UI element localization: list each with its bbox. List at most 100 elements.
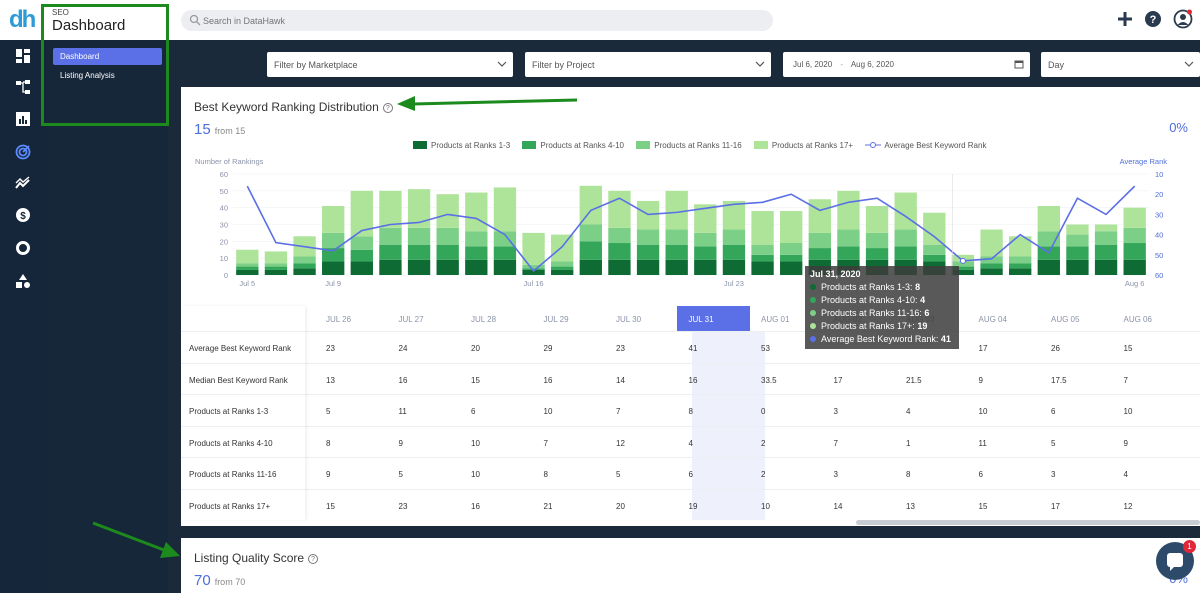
search-bar[interactable] xyxy=(181,10,773,31)
table-cell: 16 xyxy=(543,375,553,385)
dollar-icon[interactable]: $ xyxy=(15,207,31,223)
ranking-table: JUL 26 JUL 27 JUL 28 JUL 29 JUL 30 JUL 31 AUG … xyxy=(181,306,1200,520)
seo-icon[interactable] xyxy=(15,144,31,160)
legend-item[interactable]: Average Best Keyword Rank xyxy=(865,141,986,150)
tooltip-dot xyxy=(810,284,816,290)
bar-segment xyxy=(608,190,631,228)
bar-segment xyxy=(493,246,517,260)
bar-segment xyxy=(522,232,545,265)
svg-text:?: ? xyxy=(1150,14,1157,26)
table-row: Products at Ranks 1-3 5 11 6 10 7 8 0 3 4 10 6 10 xyxy=(181,394,1200,426)
bar-segment xyxy=(980,256,1003,264)
legend-item[interactable]: Products at Ranks 4-10 xyxy=(522,141,624,150)
listing-quality-value: 70 xyxy=(194,572,211,589)
project-filter[interactable]: Filter by Project xyxy=(525,52,771,77)
table-cell: 8 xyxy=(688,407,693,416)
table-cell: 10 xyxy=(543,407,553,416)
date-range-picker[interactable]: Jul 6, 2020 - Aug 6, 2020 xyxy=(783,52,1030,77)
table-column-header[interactable]: JUL 27 xyxy=(398,315,424,324)
search-input[interactable] xyxy=(203,13,603,28)
dashboard-icon[interactable] xyxy=(15,48,31,64)
annotation-arrow xyxy=(92,521,180,558)
table-cell: 20 xyxy=(616,501,625,511)
table-cell: 11 xyxy=(398,407,407,416)
product-count-from: from 15 xyxy=(214,126,246,136)
bar-segment xyxy=(436,194,459,228)
bar-segment xyxy=(407,259,431,275)
bar-segment xyxy=(407,189,431,228)
shapes-icon[interactable] xyxy=(15,273,31,289)
table-column-header[interactable]: AUG 06 xyxy=(1123,315,1152,324)
table-cell: 4 xyxy=(1123,470,1128,479)
legend-item[interactable]: Products at Ranks 17+ xyxy=(753,141,853,150)
help-icon[interactable]: ? xyxy=(1144,10,1162,28)
bar-segment xyxy=(808,199,831,233)
table-column-header[interactable]: JUL 31 xyxy=(676,306,750,331)
plus-icon[interactable] xyxy=(1116,10,1134,28)
bar-segment xyxy=(465,231,488,247)
table-cell: 41 xyxy=(688,344,698,353)
legend-swatch xyxy=(522,141,537,149)
bar-segment xyxy=(551,269,574,275)
submenu-item-dashboard[interactable]: Dashboard xyxy=(53,48,162,65)
marketplace-filter[interactable]: Filter by Marketplace xyxy=(267,52,513,77)
table-column-header[interactable]: JUL 26 xyxy=(326,315,352,324)
bar-segment xyxy=(980,229,1003,257)
bar-segment xyxy=(780,261,803,275)
table-cell: 8 xyxy=(906,470,911,479)
table-cell: 12 xyxy=(616,438,625,448)
tooltip-value: 6 xyxy=(924,308,930,318)
table-cell: 7 xyxy=(543,438,548,448)
table-cell: 19 xyxy=(688,501,698,511)
granularity-select[interactable]: Day xyxy=(1041,52,1200,77)
table-column-header[interactable]: AUG 05 xyxy=(1051,315,1080,324)
bar-segment xyxy=(1066,246,1089,260)
bar-segment xyxy=(923,212,946,245)
bar-segment xyxy=(608,259,631,275)
bar-segment xyxy=(951,266,975,270)
question-icon[interactable]: ? xyxy=(382,103,393,113)
bar-segment xyxy=(493,187,517,232)
user-icon[interactable] xyxy=(1173,9,1193,29)
bar-segment xyxy=(636,259,660,275)
row-label: Average Best Keyword Rank xyxy=(189,344,292,353)
chat-launcher[interactable]: 1 xyxy=(1156,540,1196,580)
bar-segment xyxy=(407,227,431,245)
table-row: Products at Ranks 4-10 8 9 10 7 12 4 2 7 1 11 5 9 xyxy=(181,425,1200,458)
bar-segment xyxy=(808,248,831,260)
bar-segment xyxy=(751,254,774,262)
table-cell: 3 xyxy=(833,407,838,416)
legend-item[interactable]: Products at Ranks 11-16 xyxy=(636,141,742,150)
hierarchy-icon[interactable] xyxy=(15,79,31,95)
table-column-header[interactable]: AUG 01 xyxy=(761,315,790,324)
table-column-header[interactable]: JUL 29 xyxy=(543,315,569,324)
ranking-chart[interactable]: Number of Rankings Average Rank 0 10 20 30 4… xyxy=(181,155,1200,295)
legend-item[interactable]: Products at Ranks 1-3 xyxy=(413,141,510,150)
table-cell: 14 xyxy=(833,501,843,511)
ring-icon[interactable] xyxy=(15,240,31,256)
tooltip-row: Products at Ranks 1-3: 8 xyxy=(810,281,954,294)
submenu-item-listing-analysis[interactable]: Listing Analysis xyxy=(60,71,115,80)
trend-icon[interactable] xyxy=(15,176,31,192)
table-cell: 11 xyxy=(978,438,987,448)
bar-segment xyxy=(322,205,345,233)
bar-segment xyxy=(837,229,860,247)
bar-segment xyxy=(923,254,946,262)
bar-segment xyxy=(1066,234,1089,247)
table-column-header[interactable]: AUG 04 xyxy=(978,315,1007,324)
table-column-header[interactable]: JUL 30 xyxy=(616,315,642,324)
x-tick-label: Aug 6 xyxy=(1125,279,1145,288)
table-cell: 2 xyxy=(761,470,766,479)
section-small-label: SEO xyxy=(52,8,69,17)
table-column-header[interactable]: JUL 28 xyxy=(471,315,497,324)
bar-segment xyxy=(636,229,660,245)
x-tick-label: Jul 16 xyxy=(524,279,544,288)
bar-chart-icon[interactable] xyxy=(15,111,31,127)
question-icon[interactable]: ? xyxy=(308,554,319,564)
datahawk-logo[interactable]: dh xyxy=(9,6,36,33)
bar-segment xyxy=(808,232,831,249)
bar-segment xyxy=(780,243,803,255)
chat-badge: 1 xyxy=(1183,540,1196,553)
bar-segment xyxy=(264,269,288,275)
horizontal-scrollbar[interactable] xyxy=(856,520,1200,525)
